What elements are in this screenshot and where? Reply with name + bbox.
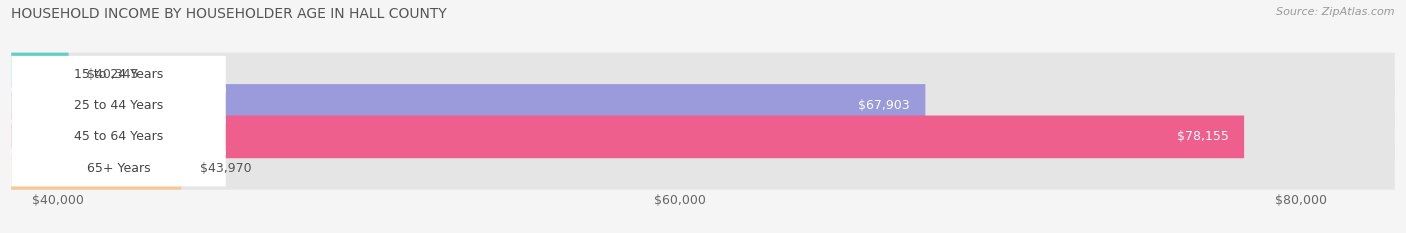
FancyBboxPatch shape: [11, 53, 69, 95]
Text: $67,903: $67,903: [858, 99, 910, 112]
Text: 15 to 24 Years: 15 to 24 Years: [75, 68, 163, 81]
FancyBboxPatch shape: [11, 116, 1395, 158]
Text: $78,155: $78,155: [1177, 130, 1229, 143]
FancyBboxPatch shape: [11, 116, 1244, 158]
Text: 25 to 44 Years: 25 to 44 Years: [75, 99, 163, 112]
FancyBboxPatch shape: [11, 53, 1395, 95]
Text: Source: ZipAtlas.com: Source: ZipAtlas.com: [1277, 7, 1395, 17]
FancyBboxPatch shape: [11, 84, 925, 127]
Text: $40,345: $40,345: [87, 68, 139, 81]
Text: HOUSEHOLD INCOME BY HOUSEHOLDER AGE IN HALL COUNTY: HOUSEHOLD INCOME BY HOUSEHOLDER AGE IN H…: [11, 7, 447, 21]
Text: 65+ Years: 65+ Years: [87, 162, 150, 175]
FancyBboxPatch shape: [11, 147, 181, 190]
Text: $43,970: $43,970: [200, 162, 252, 175]
FancyBboxPatch shape: [11, 87, 226, 124]
Text: 45 to 64 Years: 45 to 64 Years: [75, 130, 163, 143]
FancyBboxPatch shape: [11, 150, 226, 186]
FancyBboxPatch shape: [11, 56, 226, 92]
FancyBboxPatch shape: [11, 84, 1395, 127]
FancyBboxPatch shape: [11, 147, 1395, 190]
FancyBboxPatch shape: [11, 119, 226, 155]
